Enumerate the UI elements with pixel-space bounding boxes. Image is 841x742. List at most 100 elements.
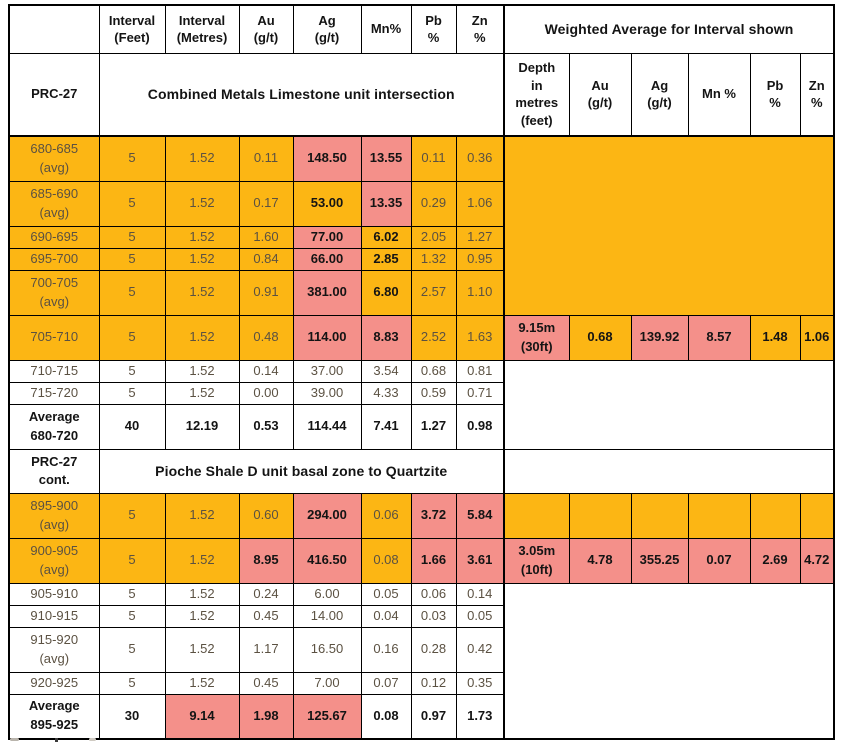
value-cell: 0.11 <box>238 135 294 182</box>
value-cell: 5 <box>98 314 166 361</box>
wa-col-header-zn: Zn % <box>799 52 835 137</box>
wa-value-cell-highlighted: 139.92 <box>630 314 689 361</box>
value-cell-highlighted: 66.00 <box>292 247 362 271</box>
col-header-zn: Zn % <box>455 4 505 54</box>
value-cell: 0.29 <box>410 180 457 227</box>
value-cell: 0.36 <box>455 135 505 182</box>
row-label-cell: 685-690 (avg) <box>8 180 100 227</box>
col-header-mn: Mn% <box>360 4 412 54</box>
wa-value-cell-highlighted: 4.72 <box>799 537 835 584</box>
value-cell-highlighted: 125.67 <box>292 693 362 740</box>
value-cell: 0.35 <box>455 671 505 695</box>
value-cell: 1.27 <box>455 225 505 249</box>
weighted-average-title: Weighted Average for Interval shown <box>503 4 835 54</box>
section1-header-row: PRC-27 Combined Metals Limestone unit in… <box>8 52 835 137</box>
value-cell: 2.57 <box>410 269 457 316</box>
hole-id-section2: PRC-27 cont. <box>8 448 100 494</box>
value-cell: 5 <box>98 582 166 606</box>
value-cell: 0.17 <box>238 180 294 227</box>
wa-empty-cell <box>503 448 835 494</box>
value-cell: 5 <box>98 537 166 584</box>
clipped-caption-fragment <box>10 738 130 742</box>
value-cell: 0.03 <box>410 604 457 628</box>
row-label-cell: Average 895-925 <box>8 693 100 740</box>
value-cell: 0.16 <box>360 626 412 673</box>
value-cell: 0.48 <box>238 314 294 361</box>
value-cell-highlighted: 381.00 <box>292 269 362 316</box>
value-cell: 6.00 <box>292 582 362 606</box>
wa-merged-empty-block <box>503 582 835 740</box>
row-label-cell: 695-700 <box>8 247 100 271</box>
value-cell-highlighted: 3.72 <box>410 492 457 539</box>
wa-empty-orange-cell <box>630 492 689 539</box>
value-cell: 1.52 <box>164 604 240 628</box>
col-header-ag: Ag (g/t) <box>292 4 362 54</box>
value-cell: 0.08 <box>360 693 412 740</box>
value-cell-highlighted: 294.00 <box>292 492 362 539</box>
value-cell: 0.60 <box>238 492 294 539</box>
value-cell: 0.95 <box>455 247 505 271</box>
table-row: 700-705 (avg) 5 1.52 0.91 381.00 6.80 2.… <box>8 269 834 316</box>
value-cell-highlighted: 13.35 <box>360 180 412 227</box>
value-cell: 1.52 <box>164 537 240 584</box>
col-header-pb: Pb % <box>410 4 457 54</box>
wa-empty-orange-cell <box>568 492 632 539</box>
value-cell-highlighted: 148.50 <box>292 135 362 182</box>
wa-col-header-ag: Ag (g/t) <box>630 52 689 137</box>
table-row: 910-915 5 1.52 0.45 14.00 0.04 0.03 0.05 <box>8 604 834 628</box>
row-label-cell: 710-715 <box>8 359 100 383</box>
table-row: 920-925 5 1.52 0.45 7.00 0.07 0.12 0.35 <box>8 671 834 695</box>
section2-header-row: PRC-27 cont. Pioche Shale D unit basal z… <box>8 448 835 494</box>
assay-results-table: Interval (Feet) Interval (Metres) Au (g/… <box>8 4 835 740</box>
wa-col-header-au: Au (g/t) <box>568 52 632 137</box>
value-cell: 1.63 <box>455 314 505 361</box>
value-cell: 2.85 <box>360 247 412 271</box>
value-cell: 7.00 <box>292 671 362 695</box>
wa-empty-orange-cell <box>687 492 751 539</box>
header-row-top: Interval (Feet) Interval (Metres) Au (g/… <box>8 4 835 54</box>
value-cell: 37.00 <box>292 359 362 383</box>
table-row: 710-715 5 1.52 0.14 37.00 3.54 0.68 0.81 <box>8 359 835 450</box>
value-cell: 5 <box>98 247 166 271</box>
table-row: 680-685 (avg) 5 1.52 0.11 148.50 13.55 0… <box>8 135 835 316</box>
value-cell: 1.10 <box>455 269 505 316</box>
value-cell: 2.52 <box>410 314 457 361</box>
wa-col-header-mn: Mn % <box>687 52 751 137</box>
wa-value-cell-highlighted: 4.78 <box>568 537 632 584</box>
table-row: 905-910 5 1.52 0.24 6.00 0.05 0.06 0.14 <box>8 582 835 740</box>
value-cell: 5 <box>98 180 166 227</box>
value-cell: 1.52 <box>164 671 240 695</box>
value-cell: 0.08 <box>360 537 412 584</box>
value-cell-highlighted: 13.55 <box>360 135 412 182</box>
value-cell: 5 <box>98 359 166 383</box>
wa-value-cell-highlighted: 8.57 <box>687 314 751 361</box>
average-row: Average 895-925 30 9.14 1.98 125.67 0.08… <box>8 693 834 740</box>
value-cell: 0.45 <box>238 604 294 628</box>
value-cell: 1.52 <box>164 180 240 227</box>
value-cell: 1.32 <box>410 247 457 271</box>
row-label-cell: 700-705 (avg) <box>8 269 100 316</box>
value-cell: 0.98 <box>455 403 505 450</box>
value-cell: 14.00 <box>292 604 362 628</box>
wa-value-cell-highlighted: 2.69 <box>749 537 801 584</box>
average-row: Average 680-720 40 12.19 0.53 114.44 7.4… <box>8 403 834 450</box>
wa-value-cell-highlighted: 355.25 <box>630 537 689 584</box>
value-cell: 1.52 <box>164 314 240 361</box>
value-cell: 1.52 <box>164 359 240 383</box>
wa-value-cell: 0.68 <box>568 314 632 361</box>
wa-merged-empty-block <box>503 359 835 450</box>
value-cell: 0.07 <box>360 671 412 695</box>
row-label-cell: 900-905 (avg) <box>8 537 100 584</box>
value-cell: 7.41 <box>360 403 412 450</box>
value-cell: 0.71 <box>455 381 505 405</box>
row-label-cell: 690-695 <box>8 225 100 249</box>
value-cell: 0.11 <box>410 135 457 182</box>
value-cell: 0.84 <box>238 247 294 271</box>
value-cell: 0.24 <box>238 582 294 606</box>
wa-merged-orange-block <box>503 135 835 316</box>
col-header-interval-feet: Interval (Feet) <box>98 4 166 54</box>
value-cell: 1.52 <box>164 269 240 316</box>
value-cell-highlighted: 8.95 <box>238 537 294 584</box>
row-label-cell: 905-910 <box>8 582 100 606</box>
wa-col-header-pb: Pb % <box>749 52 801 137</box>
